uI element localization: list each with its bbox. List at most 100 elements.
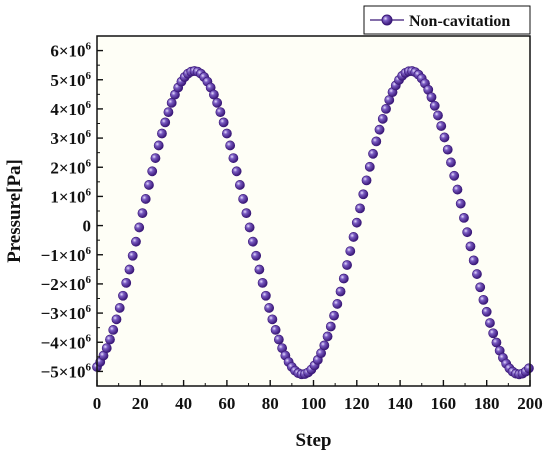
data-point (381, 104, 391, 114)
y-tick-label: −5×106 (41, 361, 92, 381)
y-tick-label: −4×106 (41, 332, 92, 352)
data-point (254, 264, 265, 275)
y-tick-label: 4×106 (50, 99, 91, 119)
data-point (459, 212, 469, 223)
data-point (231, 166, 242, 177)
y-tick-label: −2×106 (41, 274, 92, 294)
x-tick-label: 60 (218, 394, 235, 413)
data-point (238, 194, 249, 204)
data-point (452, 184, 463, 195)
data-point (234, 180, 245, 190)
data-point (270, 325, 281, 335)
y-tick-label: −3×106 (41, 303, 92, 323)
data-point (439, 132, 450, 143)
data-point (251, 250, 262, 261)
data-point (436, 121, 447, 131)
data-points (92, 66, 534, 380)
data-point (368, 148, 378, 159)
data-point (364, 161, 375, 172)
data-point (124, 264, 135, 275)
data-point (462, 227, 473, 238)
plot-area (97, 36, 530, 386)
x-tick-label: 140 (387, 394, 413, 413)
data-point (361, 175, 372, 186)
data-point (144, 180, 154, 190)
data-point (221, 128, 232, 139)
data-point (335, 286, 346, 297)
data-point (488, 328, 499, 339)
data-point (374, 124, 385, 135)
data-point (351, 217, 362, 228)
data-point (140, 194, 151, 204)
data-point (355, 203, 365, 214)
x-tick-label: 100 (301, 394, 327, 413)
x-tick-label: 20 (132, 394, 149, 413)
y-axis: −5×106 −4×106 −3×106 −2×106 −1×106 0 1×106 2×10… (41, 41, 103, 381)
data-point (228, 153, 239, 163)
data-point (524, 363, 534, 374)
data-point (426, 92, 437, 103)
legend-marker (381, 14, 393, 26)
data-point (166, 97, 177, 108)
data-point (371, 136, 382, 147)
x-axis-title: Step (296, 430, 332, 451)
data-point (209, 89, 219, 100)
y-tick-label: 0 (83, 217, 92, 236)
data-point (108, 325, 119, 335)
data-point (449, 170, 460, 181)
data-point (131, 236, 141, 247)
data-point (127, 250, 138, 261)
data-point (338, 273, 349, 284)
data-point (157, 128, 167, 139)
data-point (153, 140, 164, 151)
data-point (163, 107, 174, 118)
y-tick-label: 1×106 (50, 186, 91, 206)
y-tick-label: −1×106 (41, 245, 92, 265)
data-point (247, 236, 258, 247)
data-point (475, 282, 486, 293)
data-point (212, 97, 223, 108)
data-point (478, 294, 489, 305)
data-point (118, 290, 128, 301)
data-point (273, 334, 284, 345)
data-point (147, 166, 158, 177)
data-point (267, 314, 278, 325)
data-point (137, 208, 148, 219)
x-axis: 0 20 40 60 80 100 120 140 160 180 200 (93, 380, 543, 413)
data-point (225, 140, 236, 151)
x-tick-label: 200 (517, 394, 543, 413)
data-point (455, 198, 466, 209)
data-point (257, 277, 268, 288)
legend-label: Non-cavitation (409, 13, 510, 30)
data-point (325, 321, 336, 332)
data-point (442, 144, 453, 155)
data-point (322, 331, 333, 342)
data-point (472, 269, 482, 279)
data-point (114, 303, 125, 313)
data-point (491, 337, 502, 348)
legend: Non-cavitation (363, 5, 531, 35)
data-point (345, 246, 356, 256)
data-point (150, 153, 161, 163)
data-point (244, 222, 255, 233)
x-tick-label: 180 (474, 394, 500, 413)
data-point (260, 290, 271, 301)
data-point (105, 334, 115, 345)
data-point (121, 277, 132, 288)
data-point (468, 255, 479, 266)
y-tick-label: 6×106 (50, 41, 91, 61)
data-point (342, 260, 352, 270)
y-tick-label: 5×106 (50, 70, 91, 90)
x-tick-label: 160 (431, 394, 457, 413)
data-point (429, 100, 440, 111)
data-point (465, 241, 476, 252)
y-axis-title: Pressure[Pa] (4, 159, 25, 263)
data-point (446, 157, 456, 168)
data-point (101, 343, 112, 354)
data-point (160, 117, 171, 128)
data-point (332, 299, 343, 309)
x-tick-label: 40 (175, 394, 192, 413)
data-point (481, 306, 492, 317)
y-tick-label: 3×106 (50, 128, 91, 148)
